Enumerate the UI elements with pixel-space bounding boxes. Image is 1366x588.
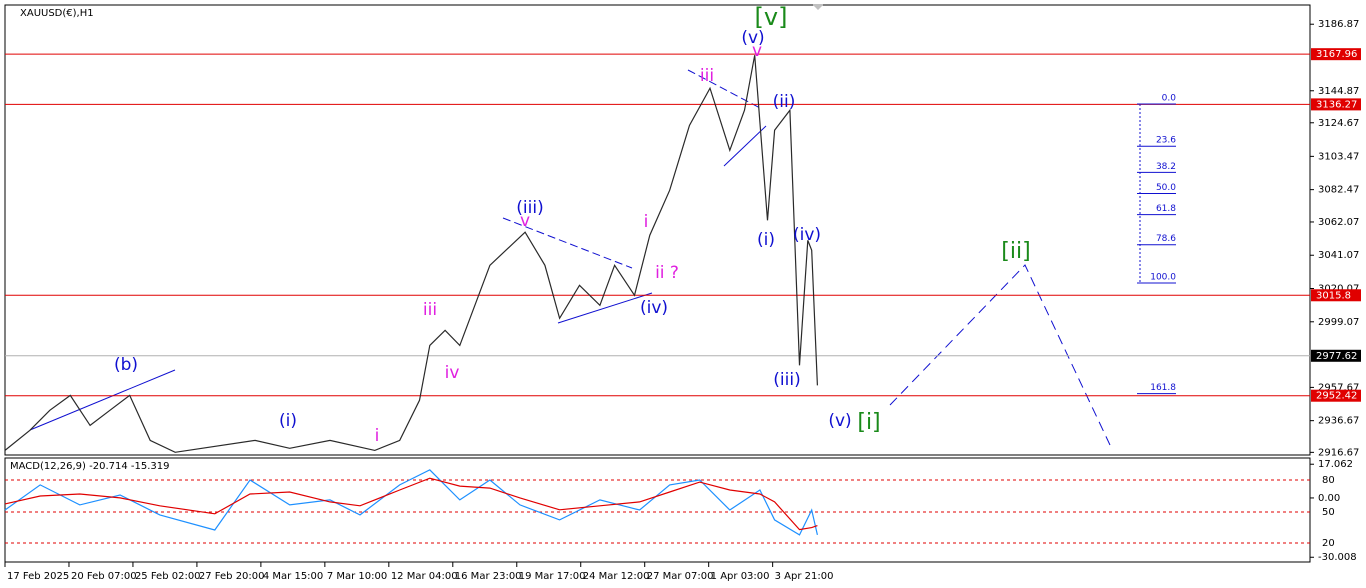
- x-tick-label: 12 Mar 04:00: [391, 571, 458, 582]
- fib-label: 50.0: [1156, 183, 1176, 193]
- wave-label: (i): [279, 411, 297, 431]
- wave-label: (i): [757, 230, 775, 250]
- fib-label: 38.2: [1156, 162, 1176, 172]
- wave-label: [ii]: [1001, 239, 1030, 264]
- wave-label: (v): [741, 28, 764, 48]
- price-tag: [1311, 389, 1361, 402]
- y-tick-label: 2916.67: [1318, 447, 1359, 458]
- price-tag: [1311, 349, 1361, 362]
- y-tick-label: 17.062: [1318, 459, 1353, 470]
- trend-line: [557, 292, 653, 324]
- wave-label: (iv): [640, 298, 668, 318]
- x-tick-label: 3 Apr 21:00: [775, 571, 834, 582]
- price-tag-label: 3015.8: [1316, 290, 1351, 301]
- fib-label: 23.6: [1156, 136, 1176, 146]
- fib-label: 0.0: [1162, 94, 1177, 104]
- y-tick-label: 2957.67: [1318, 382, 1359, 393]
- price-tag-label: 2952.42: [1316, 391, 1357, 402]
- y-tick-label: 3144.87: [1318, 86, 1359, 97]
- y-tick-label: 3103.47: [1318, 151, 1359, 162]
- y-tick-label: 3186.87: [1318, 19, 1359, 30]
- y-tick-label: 2999.07: [1318, 317, 1359, 328]
- price-tag-label: 3167.96: [1316, 49, 1357, 60]
- x-tick-label: 7 Mar 10:00: [327, 571, 387, 582]
- wave-label: i: [644, 212, 649, 232]
- macd-title: MACD(12,26,9) -20.714 -15.319: [10, 461, 170, 472]
- x-tick-label: 24 Mar 12:00: [583, 571, 650, 582]
- trend-line: [687, 69, 761, 109]
- x-tick-label: 25 Feb 02:00: [135, 571, 201, 582]
- x-tick-label: 20 Feb 07:00: [71, 571, 137, 582]
- wave-label: v: [752, 41, 762, 61]
- level-label: 80: [1322, 475, 1335, 486]
- wave-label: (v): [828, 411, 851, 431]
- wave-label: [v]: [755, 3, 788, 31]
- trend-line: [29, 369, 176, 431]
- wave-label: (b): [114, 355, 138, 375]
- level-label: 50: [1322, 507, 1335, 518]
- y-tick-label: 2936.67: [1318, 416, 1359, 427]
- x-tick-label: 4 Mar 15:00: [263, 571, 323, 582]
- y-tick-label: 3082.47: [1318, 185, 1359, 196]
- wave-label: iii: [423, 300, 437, 320]
- fib-label: 78.6: [1156, 234, 1176, 244]
- x-tick-label: 27 Mar 07:00: [647, 571, 714, 582]
- y-tick-label: 3041.07: [1318, 250, 1359, 261]
- x-tick-label: 16 Mar 23:00: [455, 571, 522, 582]
- chart-title: XAUUSD(€),H1: [20, 8, 94, 19]
- fib-label: 161.8: [1150, 383, 1176, 393]
- level-label: 20: [1322, 538, 1335, 549]
- trend-line: [723, 125, 767, 167]
- wave-label: v: [520, 211, 530, 231]
- trend-line: [502, 217, 633, 269]
- wave-label: iv: [445, 363, 460, 383]
- projection-line: [889, 264, 1111, 446]
- macd-line: [4, 477, 818, 531]
- price-line-series: [4, 55, 818, 453]
- wave-label: iii: [700, 66, 714, 86]
- wave-label: (ii): [773, 92, 796, 112]
- wave-label: [i]: [857, 410, 880, 435]
- shift-marker: [812, 4, 824, 10]
- x-tick-label: 27 Feb 20:00: [199, 571, 265, 582]
- wave-label: (iv): [793, 225, 821, 245]
- fib-label: 100.0: [1150, 273, 1176, 283]
- wave-label: ii ?: [655, 263, 679, 283]
- price-tag-label: 3136.27: [1316, 99, 1357, 110]
- fib-label: 61.8: [1156, 204, 1176, 214]
- y-tick-label: 3020.07: [1318, 284, 1359, 295]
- price-tag-label: 2977.62: [1316, 351, 1357, 362]
- wave-label: (iii): [773, 370, 800, 390]
- wave-label: (iii): [516, 198, 543, 218]
- x-tick-label: 1 Apr 03:00: [711, 571, 770, 582]
- x-tick-label: 19 Mar 17:00: [519, 571, 586, 582]
- price-tag: [1311, 98, 1361, 111]
- y-tick-label: 3062.07: [1318, 217, 1359, 228]
- price-tag: [1311, 48, 1361, 61]
- wave-label: i: [375, 426, 380, 446]
- trend-lines: [29, 69, 1141, 446]
- y-tick-label: 0.00: [1318, 493, 1340, 504]
- price-tag: [1311, 289, 1361, 302]
- y-tick-label: -30.008: [1318, 552, 1357, 563]
- price-panel: [4, 4, 1311, 456]
- x-tick-label: 17 Feb 2025: [7, 571, 69, 582]
- y-tick-label: 3124.67: [1318, 118, 1359, 129]
- macd-panel: [4, 457, 1311, 563]
